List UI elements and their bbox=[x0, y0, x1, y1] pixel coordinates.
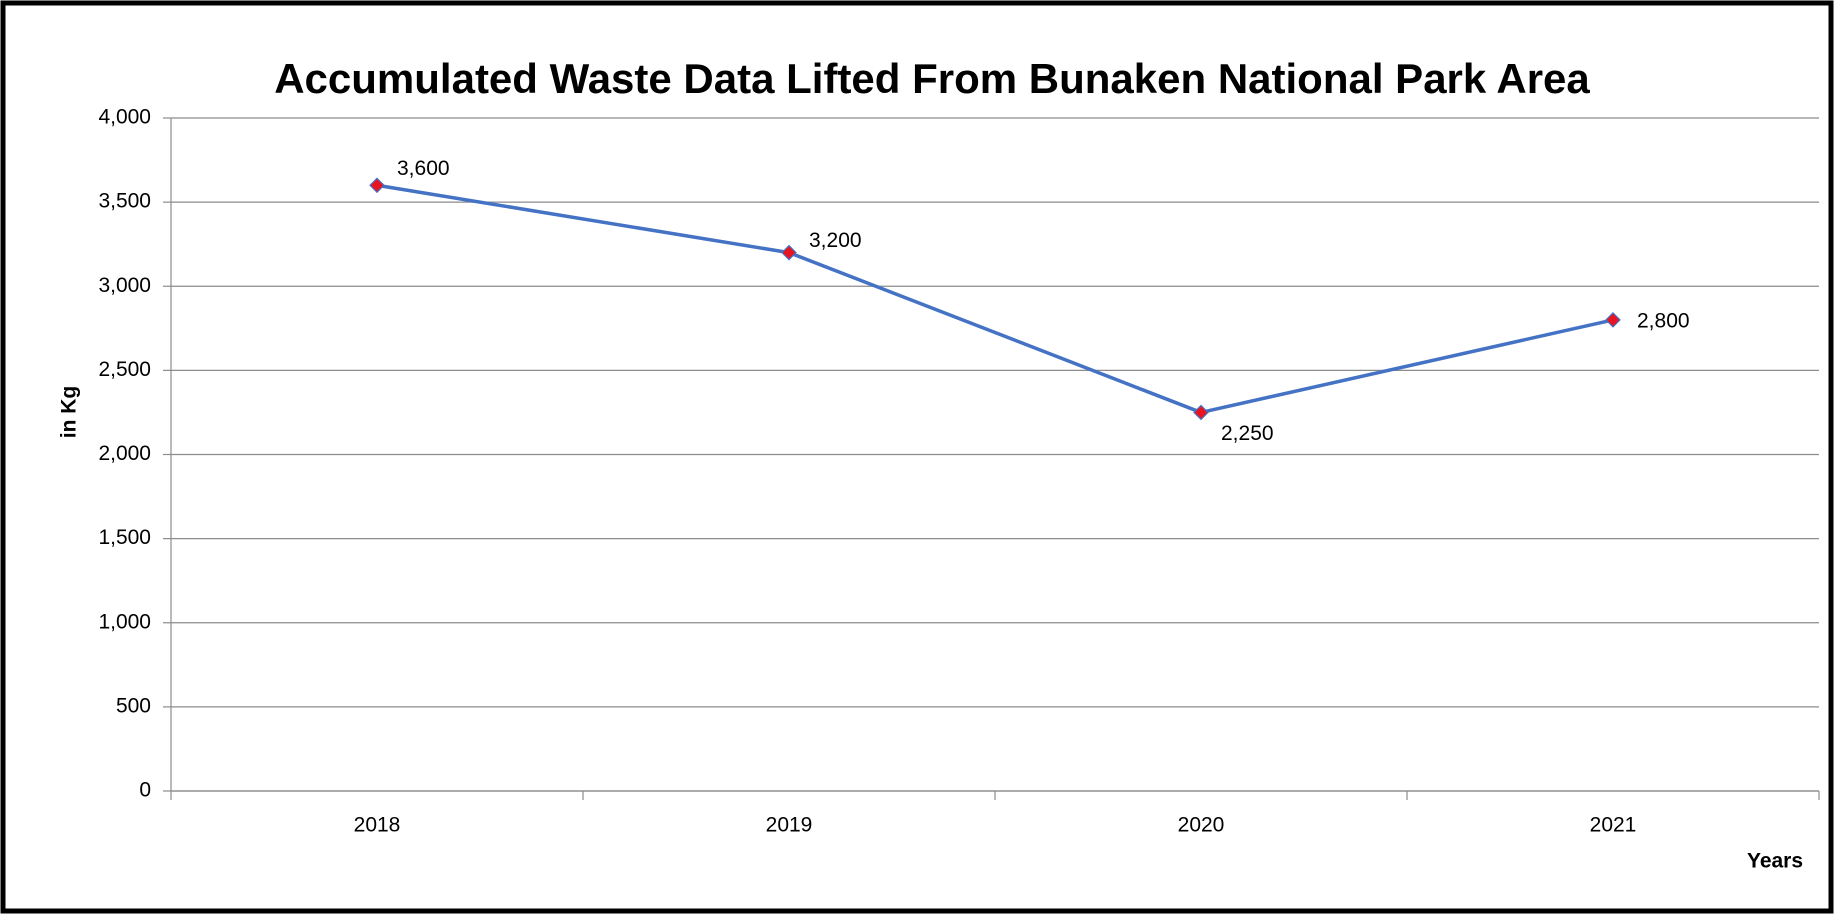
y-tick-label: 3,000 bbox=[98, 274, 151, 297]
y-tick-label: 0 bbox=[139, 779, 151, 802]
x-axis-title: Years bbox=[1747, 850, 1803, 873]
data-label: 2,250 bbox=[1221, 422, 1274, 445]
data-point bbox=[1193, 404, 1209, 421]
x-tick-label: 2019 bbox=[766, 814, 813, 837]
y-tick-label: 2,000 bbox=[98, 442, 151, 465]
chart-title: Accumulated Waste Data Lifted From Bunak… bbox=[274, 55, 1590, 102]
y-tick-label: 1,500 bbox=[98, 526, 151, 549]
y-tick-label: 2,500 bbox=[98, 358, 151, 381]
x-tick-label: 2018 bbox=[354, 814, 401, 837]
data-label: 3,600 bbox=[397, 157, 450, 180]
data-point bbox=[1605, 312, 1621, 328]
x-tick-label: 2021 bbox=[1590, 814, 1637, 837]
y-tick-label: 4,000 bbox=[98, 106, 151, 129]
data-label: 2,800 bbox=[1637, 309, 1690, 332]
line-series bbox=[376, 183, 1614, 415]
y-tick-label: 1,000 bbox=[98, 610, 151, 633]
data-label: 3,200 bbox=[809, 229, 862, 252]
y-axis-title: in Kg bbox=[58, 386, 81, 439]
data-point bbox=[781, 244, 797, 261]
y-tick-label: 500 bbox=[116, 694, 151, 717]
data-point bbox=[369, 177, 385, 194]
y-tick-label: 3,500 bbox=[98, 190, 151, 213]
x-tick-label: 2020 bbox=[1178, 814, 1225, 837]
